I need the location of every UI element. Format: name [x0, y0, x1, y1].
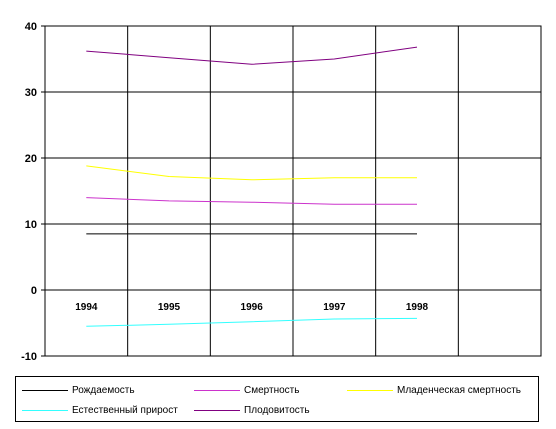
- legend-label-fertility: Плодовитость: [244, 404, 310, 416]
- x-tick-label: 1996: [241, 302, 264, 313]
- legend-swatch-infant-mortality: [347, 389, 393, 391]
- y-tick-label: -10: [21, 351, 37, 363]
- legend-item-fertility: Плодовитость: [194, 403, 310, 417]
- legend-item-birth-rate: Рождаемость: [22, 383, 135, 397]
- legend: Рождаемость Смертность Младенческая смер…: [15, 376, 539, 422]
- y-axis-ticks: -10 0 10 20 30 40: [21, 21, 37, 363]
- x-tick-label: 1994: [75, 302, 98, 313]
- y-tick-label: 40: [25, 21, 37, 33]
- series-line-1: [86, 197, 417, 205]
- legend-label-death-rate: Смертность: [244, 384, 300, 396]
- x-tick-label: 1998: [406, 302, 429, 313]
- y-tick-label: 10: [25, 219, 37, 231]
- legend-label-natural-growth: Естественный прирост: [72, 404, 178, 416]
- series-line-3: [86, 317, 418, 327]
- legend-swatch-death-rate: [194, 389, 240, 391]
- legend-swatch-natural-growth: [22, 409, 68, 411]
- series-lines: [86, 46, 418, 327]
- legend-item-natural-growth: Естественный прирост: [22, 403, 178, 417]
- series-line-4: [86, 46, 418, 65]
- y-tick-label: 20: [25, 153, 37, 165]
- legend-label-birth-rate: Рождаемость: [72, 384, 135, 396]
- x-tick-label: 1997: [323, 302, 346, 313]
- series-line-2: [86, 165, 417, 181]
- y-tick-label: 0: [31, 285, 37, 297]
- legend-swatch-fertility: [194, 409, 240, 411]
- x-tick-label: 1995: [158, 302, 181, 313]
- legend-label-infant-mortality: Младенческая смертность: [397, 384, 521, 396]
- legend-swatch-birth-rate: [22, 389, 68, 391]
- y-tick-label: 30: [25, 87, 37, 99]
- legend-item-death-rate: Смертность: [194, 383, 299, 397]
- x-axis-ticks: 1994 1995 1996 1997 1998: [75, 302, 428, 313]
- legend-item-infant-mortality: Младенческая смертность: [347, 383, 521, 397]
- grid-lines: [41, 25, 542, 357]
